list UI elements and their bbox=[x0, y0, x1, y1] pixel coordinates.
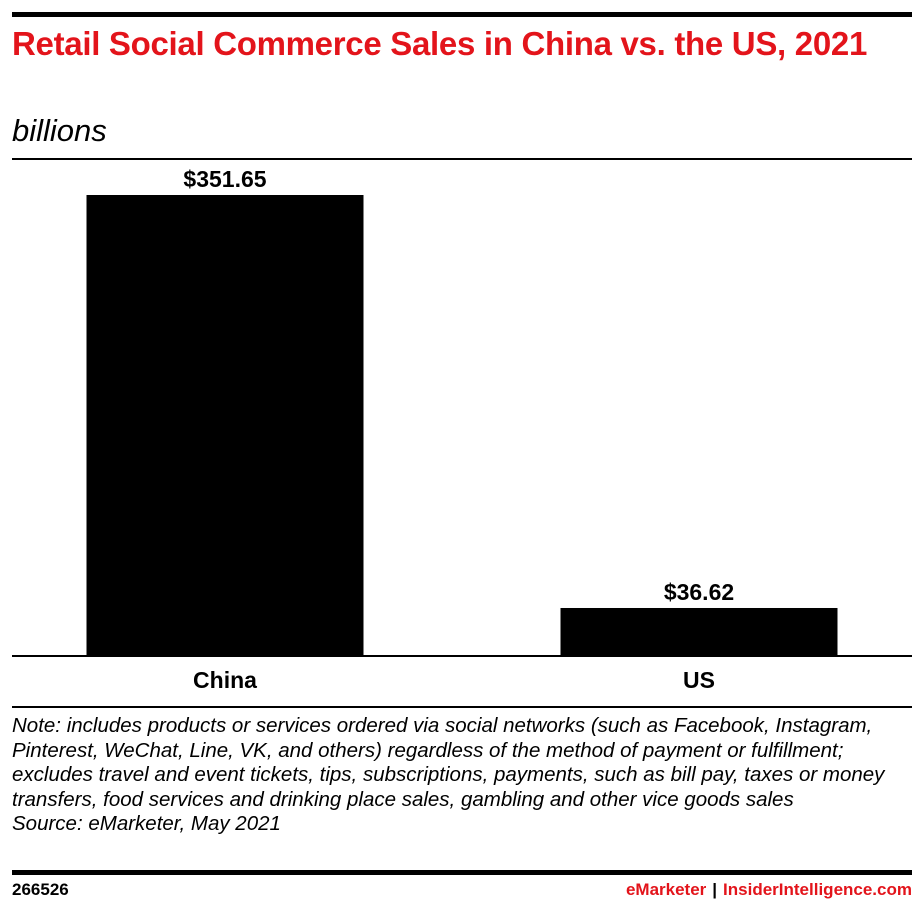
category-label-china: China bbox=[193, 667, 257, 693]
note-rule bbox=[12, 706, 912, 708]
chart-id: 266526 bbox=[12, 880, 69, 899]
data-label-us: $36.62 bbox=[664, 579, 734, 605]
source-text: Source: eMarketer, May 2021 bbox=[12, 812, 281, 835]
category-label-us: US bbox=[683, 667, 715, 693]
note-text: Note: includes products or services orde… bbox=[12, 714, 885, 811]
chart-title: Retail Social Commerce Sales in China vs… bbox=[12, 25, 867, 62]
top-rule bbox=[12, 12, 912, 17]
bar-chart: $351.65 China $36.62 US bbox=[12, 166, 912, 693]
chart-subtitle: billions bbox=[12, 113, 107, 148]
insider-intelligence-link[interactable]: InsiderIntelligence.com bbox=[723, 880, 912, 899]
footer-brand: eMarketer | InsiderIntelligence.com bbox=[626, 880, 912, 900]
bars-layer bbox=[86, 195, 838, 656]
bar-us bbox=[560, 607, 838, 656]
data-label-china: $351.65 bbox=[183, 166, 266, 192]
brand-separator: | bbox=[712, 880, 718, 899]
bar-china bbox=[86, 195, 364, 656]
header-rule bbox=[12, 158, 912, 160]
labels-layer: $351.65 China $36.62 US bbox=[183, 166, 734, 693]
emarketer-logo-text: eMarketer bbox=[625, 880, 707, 899]
footer-rule bbox=[12, 870, 912, 875]
chart-note: Note: includes products or services orde… bbox=[12, 714, 912, 837]
